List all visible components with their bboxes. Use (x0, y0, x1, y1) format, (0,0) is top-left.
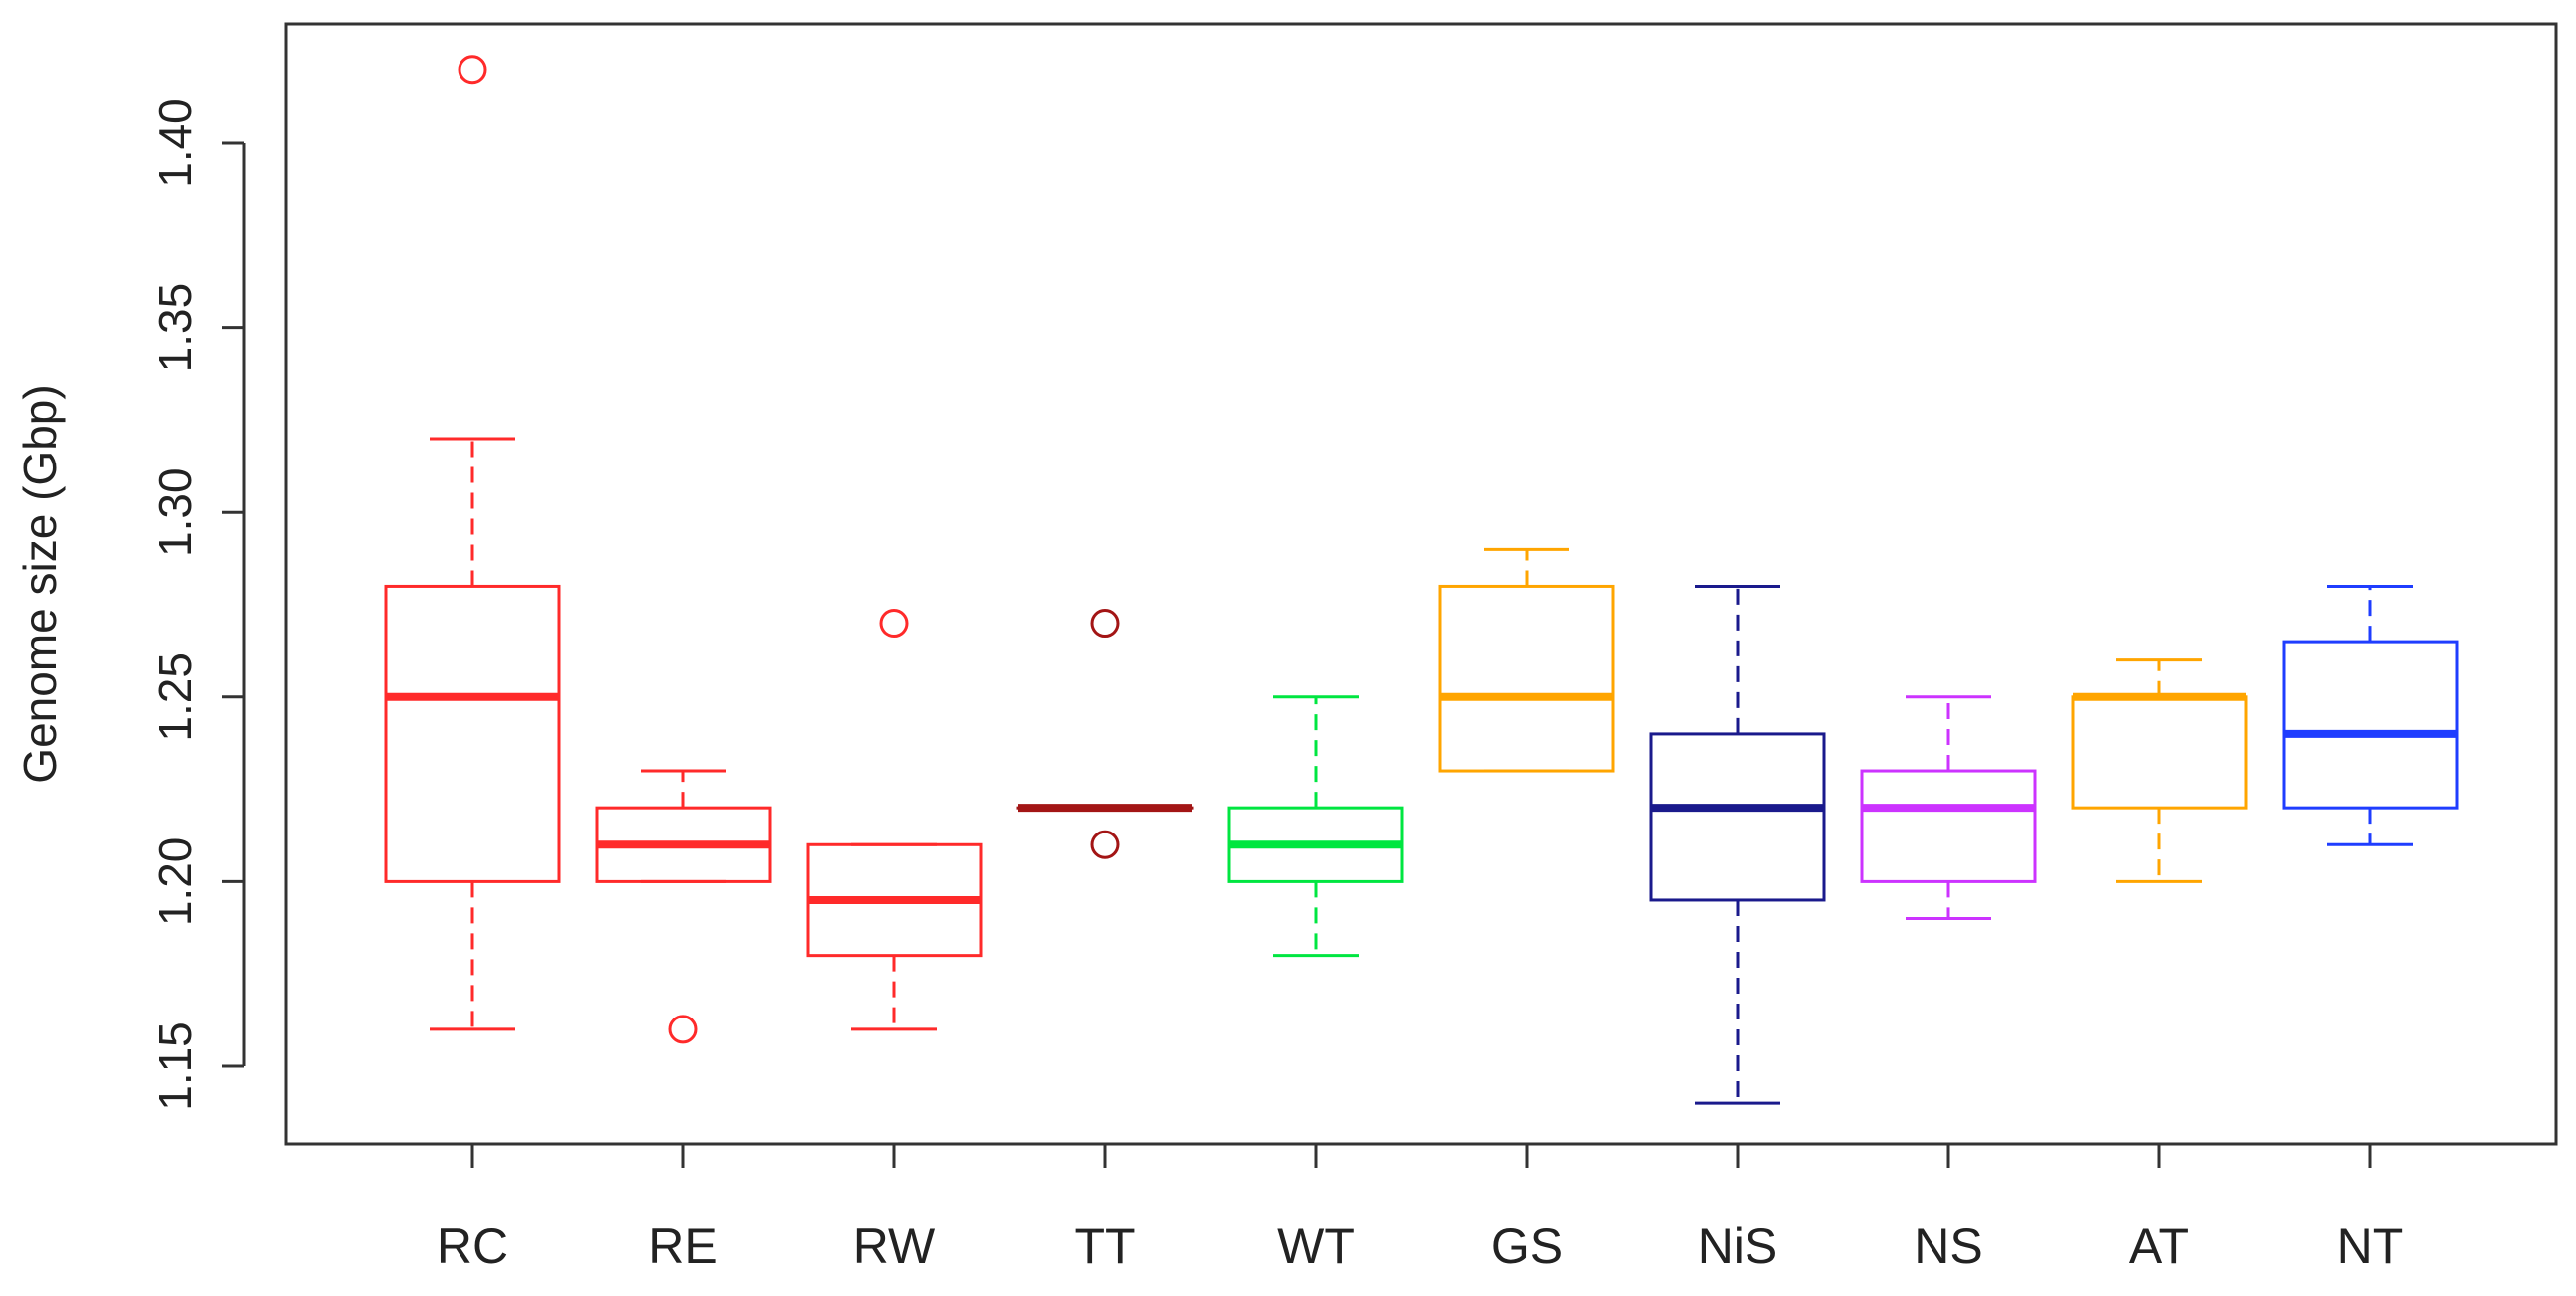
box-at (2071, 658, 2248, 883)
plot-frame (284, 22, 2558, 1146)
x-tick-label: WT (1277, 1218, 1355, 1274)
box-rc (384, 55, 561, 1031)
outlier-point (879, 609, 909, 639)
outlier-point (458, 55, 487, 85)
iqr-box (1649, 732, 1826, 902)
y-axis: 1.15 1.20 1.25 1.30 1.35 1.40 (149, 98, 246, 1111)
y-tick-label: 1.20 (149, 837, 201, 927)
box-ns (1860, 695, 2037, 921)
box-wt (1227, 695, 1404, 958)
outlier-point (668, 1015, 698, 1044)
iqr-box (1860, 769, 2037, 883)
y-tick-label: 1.30 (149, 467, 201, 557)
box-nt (2282, 584, 2459, 846)
x-tick-label: AT (2129, 1218, 2189, 1274)
boxes (384, 55, 2459, 1105)
x-axis: RC RE RW TT WT GS NiS NS AT NT (437, 1144, 2403, 1274)
outlier-point (1090, 609, 1120, 639)
iqr-box (1438, 584, 1615, 773)
x-tick-label: NiS (1698, 1218, 1778, 1274)
iqr-box (384, 584, 561, 883)
x-tick-label: TT (1074, 1218, 1135, 1274)
iqr-box (2071, 695, 2248, 810)
x-tick-label: NS (1914, 1218, 1982, 1274)
box-gs (1438, 547, 1615, 773)
y-tick-label: 1.15 (149, 1021, 201, 1111)
box-tt (1016, 609, 1194, 859)
box-re (595, 769, 772, 1044)
x-tick-label: NT (2337, 1218, 2404, 1274)
y-axis-label: Genome size (Gbp) (14, 384, 66, 783)
y-tick-label: 1.40 (149, 98, 201, 188)
outlier-point (1090, 830, 1120, 859)
box-rw (806, 609, 983, 1031)
y-tick-label: 1.35 (149, 283, 201, 373)
x-tick-label: RW (853, 1218, 936, 1274)
x-tick-label: RC (437, 1218, 508, 1274)
x-tick-label: RE (648, 1218, 717, 1274)
iqr-box (2282, 640, 2459, 810)
y-tick-label: 1.25 (149, 652, 201, 742)
box-nis (1649, 584, 1826, 1105)
x-tick-label: GS (1491, 1218, 1563, 1274)
